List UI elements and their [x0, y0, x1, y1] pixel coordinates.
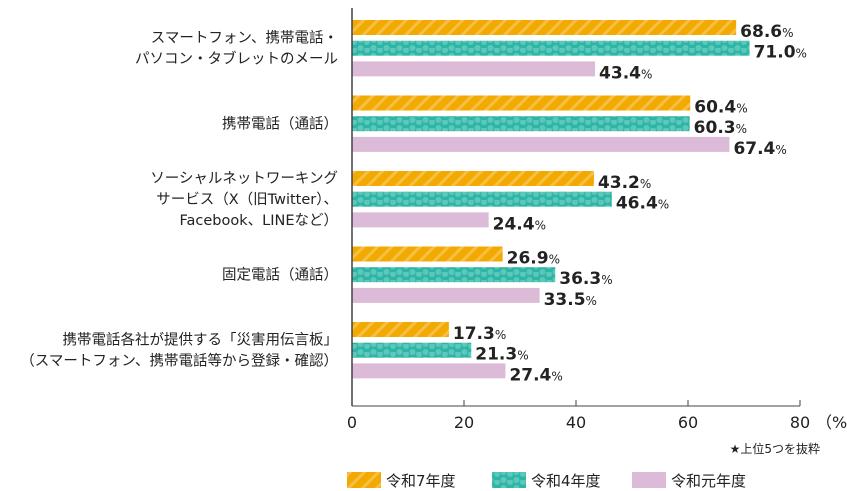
bar: [352, 267, 556, 283]
unit-label: %: [736, 102, 747, 116]
unit-label: %: [736, 122, 747, 136]
unit-label: %: [641, 67, 652, 81]
unit-label: %: [658, 198, 669, 212]
bar: [352, 136, 730, 152]
bar: [352, 116, 690, 132]
x-tick-label: 0: [347, 413, 357, 432]
bar: [352, 95, 691, 111]
category-label: 固定電話（通話）: [222, 267, 338, 284]
data-label: 26.9%: [507, 249, 560, 269]
legend-label: 令和4年度: [531, 472, 601, 490]
bar: [352, 363, 506, 379]
category-label: スマートフォン、携帯電話・: [151, 30, 338, 47]
unit-label: %: [551, 369, 562, 383]
unit-label: %: [640, 177, 651, 191]
data-label: 36.3%: [559, 269, 612, 289]
data-label: 43.4%: [599, 63, 652, 83]
category-label: Facebook、LINEなど）: [180, 212, 339, 229]
bar: [352, 40, 750, 56]
x-tick-label: 80: [790, 413, 810, 432]
unit-label: %: [535, 218, 546, 232]
bar: [352, 191, 612, 207]
data-label: 60.4%: [694, 98, 747, 118]
unit-label: %: [796, 47, 807, 61]
data-label: 17.3%: [453, 324, 506, 344]
x-tick-label: 20: [454, 413, 474, 432]
data-label: 43.2%: [598, 173, 651, 193]
bar: [352, 61, 596, 77]
footnote: ★上位5つを抜粋: [730, 441, 820, 456]
data-label: 60.3%: [694, 118, 747, 138]
bar: [352, 322, 449, 337]
category-label: 携帯電話各社が提供する「災害用伝言板」: [63, 331, 339, 349]
bar: [352, 287, 540, 303]
data-label: 67.4%: [733, 139, 786, 159]
data-label: 33.5%: [544, 290, 597, 310]
category-label: 携帯電話（通話）: [222, 116, 338, 133]
data-label: 71.0%: [754, 43, 807, 63]
data-label: 21.3%: [475, 345, 528, 365]
category-label: パソコン・タブレットのメール: [135, 50, 338, 68]
unit-label: %: [586, 294, 597, 308]
data-label: 68.6%: [740, 22, 793, 42]
category-label: ソーシャルネットワーキング: [150, 170, 338, 187]
x-tick-label: 40: [566, 413, 586, 432]
legend-label: 令和元年度: [671, 472, 746, 490]
category-label: サービス（X（旧Twitter）、: [156, 191, 338, 208]
legend-swatch: [632, 472, 666, 488]
unit-label: %: [775, 143, 786, 157]
unit-label: %: [601, 273, 612, 287]
bar: [352, 212, 489, 228]
bar: [352, 246, 503, 262]
bar: [352, 20, 737, 35]
x-tick-label: 60: [678, 413, 698, 432]
category-label: （スマートフォン、携帯電話等から登録・確認）: [20, 352, 338, 370]
bar: [352, 171, 594, 186]
legend-swatch: [347, 472, 381, 488]
legend-label: 令和7年度: [386, 472, 456, 490]
data-label: 27.4%: [509, 365, 562, 385]
data-label: 46.4%: [616, 194, 669, 214]
x-unit-label: （%）: [816, 413, 847, 432]
unit-label: %: [517, 349, 528, 363]
unit-label: %: [782, 26, 793, 40]
data-label: 24.4%: [493, 214, 546, 234]
legend-swatch: [492, 472, 526, 488]
unit-label: %: [549, 253, 560, 267]
bar: [352, 342, 472, 358]
unit-label: %: [495, 328, 506, 342]
